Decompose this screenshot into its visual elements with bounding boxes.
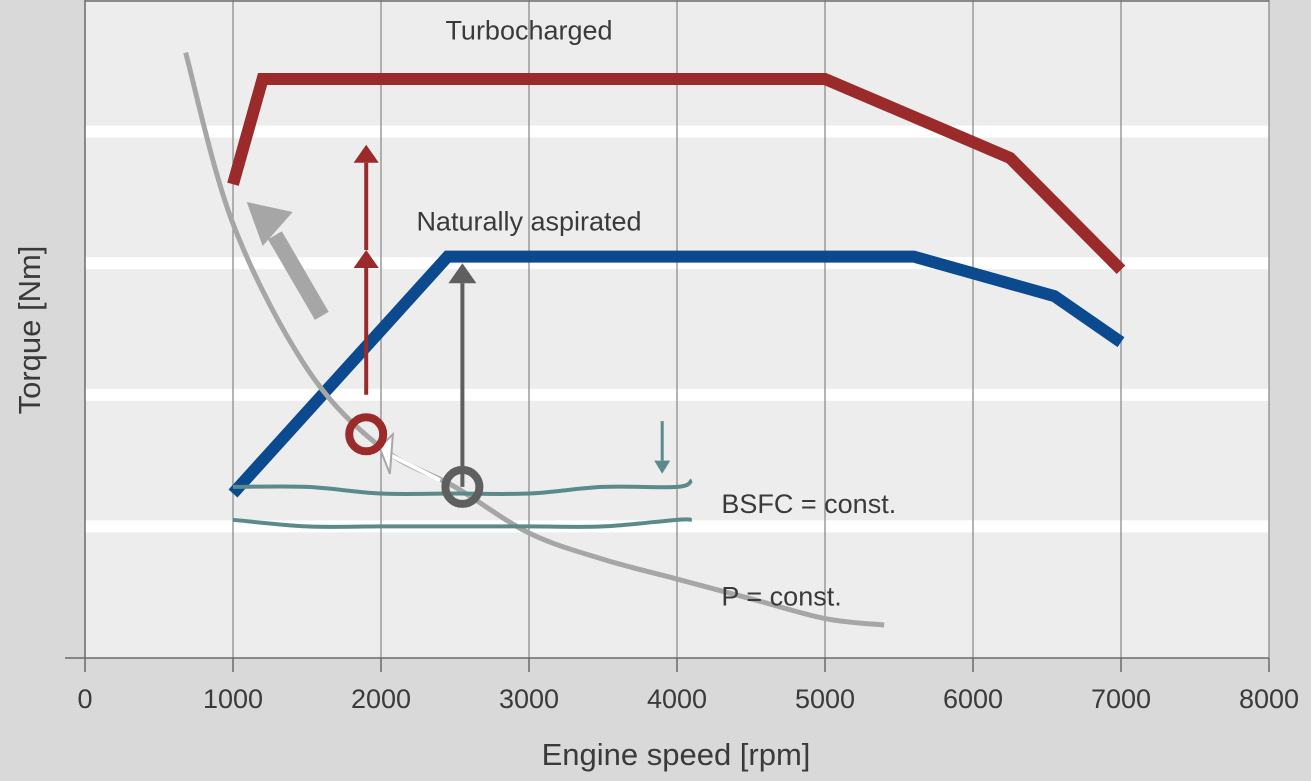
axes xyxy=(65,0,1270,672)
x-tick-label: 7000 xyxy=(1091,684,1151,714)
downsizing-arrow-head xyxy=(246,201,293,246)
x-tick-label: 4000 xyxy=(647,684,707,714)
x-tick-label: 3000 xyxy=(499,684,559,714)
x-tick-label: 5000 xyxy=(795,684,855,714)
turbo-operating-point xyxy=(345,413,388,456)
naturally-aspirated-line xyxy=(228,250,1125,498)
turbocharged-line xyxy=(227,72,1126,275)
bsfc-const-line xyxy=(232,478,693,496)
y-axis-label: Torque [Nm] xyxy=(12,246,47,415)
x-tick-label: 1000 xyxy=(203,684,263,714)
series-lines xyxy=(183,51,1126,628)
annotations: Turbocharged Naturally aspirated BSFC = co… xyxy=(416,15,896,611)
shift-arrow xyxy=(387,452,442,483)
x-tick-label: 6000 xyxy=(943,684,1003,714)
bsfc-const-label: BSFC = const. xyxy=(721,489,896,519)
x-tick-labels: 0 1000 2000 3000 4000 5000 6000 7000 8000 xyxy=(77,684,1299,714)
bsfc-arrow-head xyxy=(654,460,671,474)
red-arrow-upper-head xyxy=(353,144,379,163)
gray-arrow-up-head xyxy=(448,263,477,284)
turbocharged-label: Turbocharged xyxy=(445,15,612,45)
x-tick-label: 2000 xyxy=(351,684,411,714)
p-const-line xyxy=(183,51,885,628)
x-tick-label: 0 xyxy=(77,684,92,714)
na-operating-point xyxy=(441,465,484,508)
series-4-line xyxy=(232,517,692,529)
p-const-label: P = const. xyxy=(721,581,841,611)
naturally-aspirated-label: Naturally aspirated xyxy=(416,206,641,236)
shift-arrow-head xyxy=(378,431,395,475)
overlays xyxy=(246,144,671,508)
red-arrow-lower-head xyxy=(353,250,379,269)
x-axis-label: Engine speed [rpm] xyxy=(542,737,811,772)
downsizing-arrow xyxy=(267,231,329,320)
x-tick-label: 8000 xyxy=(1239,684,1299,714)
